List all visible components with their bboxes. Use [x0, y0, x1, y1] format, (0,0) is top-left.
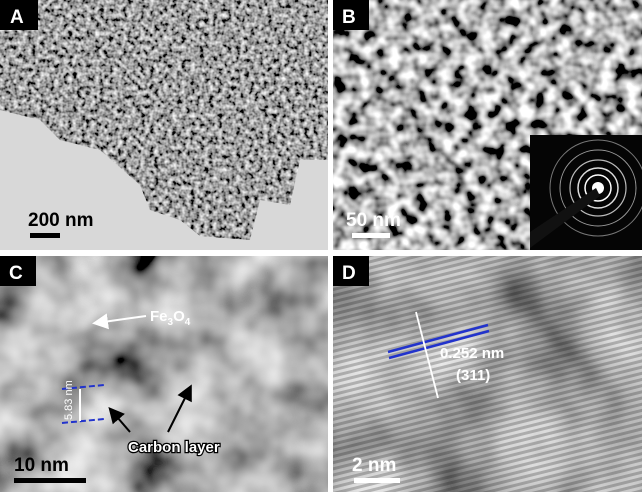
spacing-label: 0.252 nm	[440, 345, 504, 362]
layer-label: Carbon layer	[128, 439, 220, 456]
scale-bar-label: 200 nm	[28, 210, 93, 231]
panel-c: C Fe3O4 5.83 nm Carbon layer 10 nm	[0, 256, 328, 492]
scale-bar-label: 10 nm	[14, 455, 69, 476]
scale-bar-label: 2 nm	[352, 455, 396, 476]
scale-bar-label: 50 nm	[346, 210, 401, 231]
plane-label: (311)	[456, 367, 490, 384]
panel-a: A 200 nm	[0, 0, 328, 250]
text: Fe	[150, 308, 168, 325]
scale-bar	[354, 478, 400, 483]
panel-d: D 0.252 nm (311) 2 nm	[333, 256, 642, 492]
panel-label: D	[342, 263, 356, 284]
panel-label: B	[342, 7, 356, 28]
diffraction-inset	[530, 135, 642, 250]
figure: A 200 nm B 50 nm C Fe3O4 5.8	[0, 0, 642, 492]
panel-b: B 50 nm	[333, 0, 642, 250]
thickness-label: 5.83 nm	[63, 380, 75, 420]
panel-label: A	[10, 7, 24, 28]
scale-bar	[14, 478, 86, 483]
subscript: 4	[185, 317, 191, 328]
scale-bar	[30, 233, 60, 238]
panel-label: C	[9, 263, 23, 284]
scale-bar	[352, 233, 390, 238]
text: O	[173, 308, 185, 325]
